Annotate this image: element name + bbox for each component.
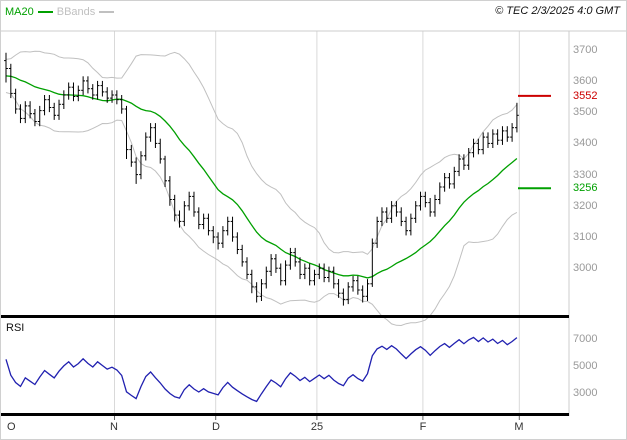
ma20-legend-label: MA20 <box>5 6 34 18</box>
bbands-line-sample-icon <box>99 11 115 13</box>
bbands-legend-label: BBands <box>56 6 96 18</box>
ma20-line-sample-icon <box>37 11 53 13</box>
indicator-legend: MA20 BBands <box>5 6 115 18</box>
rsi-panel-label: RSI <box>6 322 25 334</box>
copyright-text: © TEC 2/3/2025 4:0 GMT <box>495 5 620 17</box>
